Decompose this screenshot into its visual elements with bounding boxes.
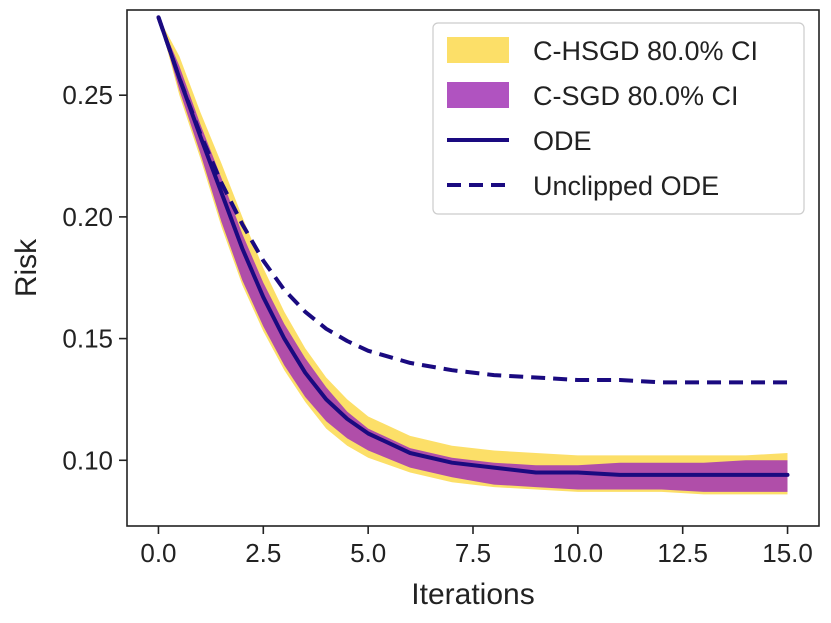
line-ode [156, 15, 790, 477]
x-tick-label: 2.5 [245, 538, 281, 568]
y-tick-label: 0.20 [62, 202, 113, 232]
x-tick-label: 10.0 [553, 538, 604, 568]
band-c-sgd-80-0-ci [158, 17, 788, 492]
legend-label-ode: ODE [533, 126, 592, 156]
line-unclipped-ode [156, 16, 788, 385]
x-tick-label: 15.0 [762, 538, 813, 568]
legend-box [432, 22, 805, 215]
y-tick-label: 0.10 [62, 445, 113, 475]
legend-label-c-sgd-80-0-ci: C-SGD 80.0% CI [533, 81, 739, 111]
y-tick-label: 0.25 [62, 80, 113, 110]
x-tick-label: 0.0 [140, 538, 176, 568]
legend-swatch-c-sgd-80-0-ci [447, 82, 509, 108]
x-tick-label: 5.0 [350, 538, 386, 568]
x-axis-label: Iterations [411, 578, 534, 611]
x-tick-label: 12.5 [657, 538, 708, 568]
legend: C-HSGD 80.0% CI C-SGD 80.0% CI ODE Unclippe… [432, 22, 805, 215]
legend-label-c-hsgd-80-0-ci: C-HSGD 80.0% CI [533, 36, 758, 66]
x-tick-label: 7.5 [455, 538, 491, 568]
legend-label-unclipped-ode: Unclipped ODE [533, 171, 719, 201]
legend-swatch-c-hsgd-80-0-ci [447, 37, 509, 63]
y-axis-label: Risk [10, 238, 43, 297]
y-tick-label: 0.15 [62, 324, 113, 354]
